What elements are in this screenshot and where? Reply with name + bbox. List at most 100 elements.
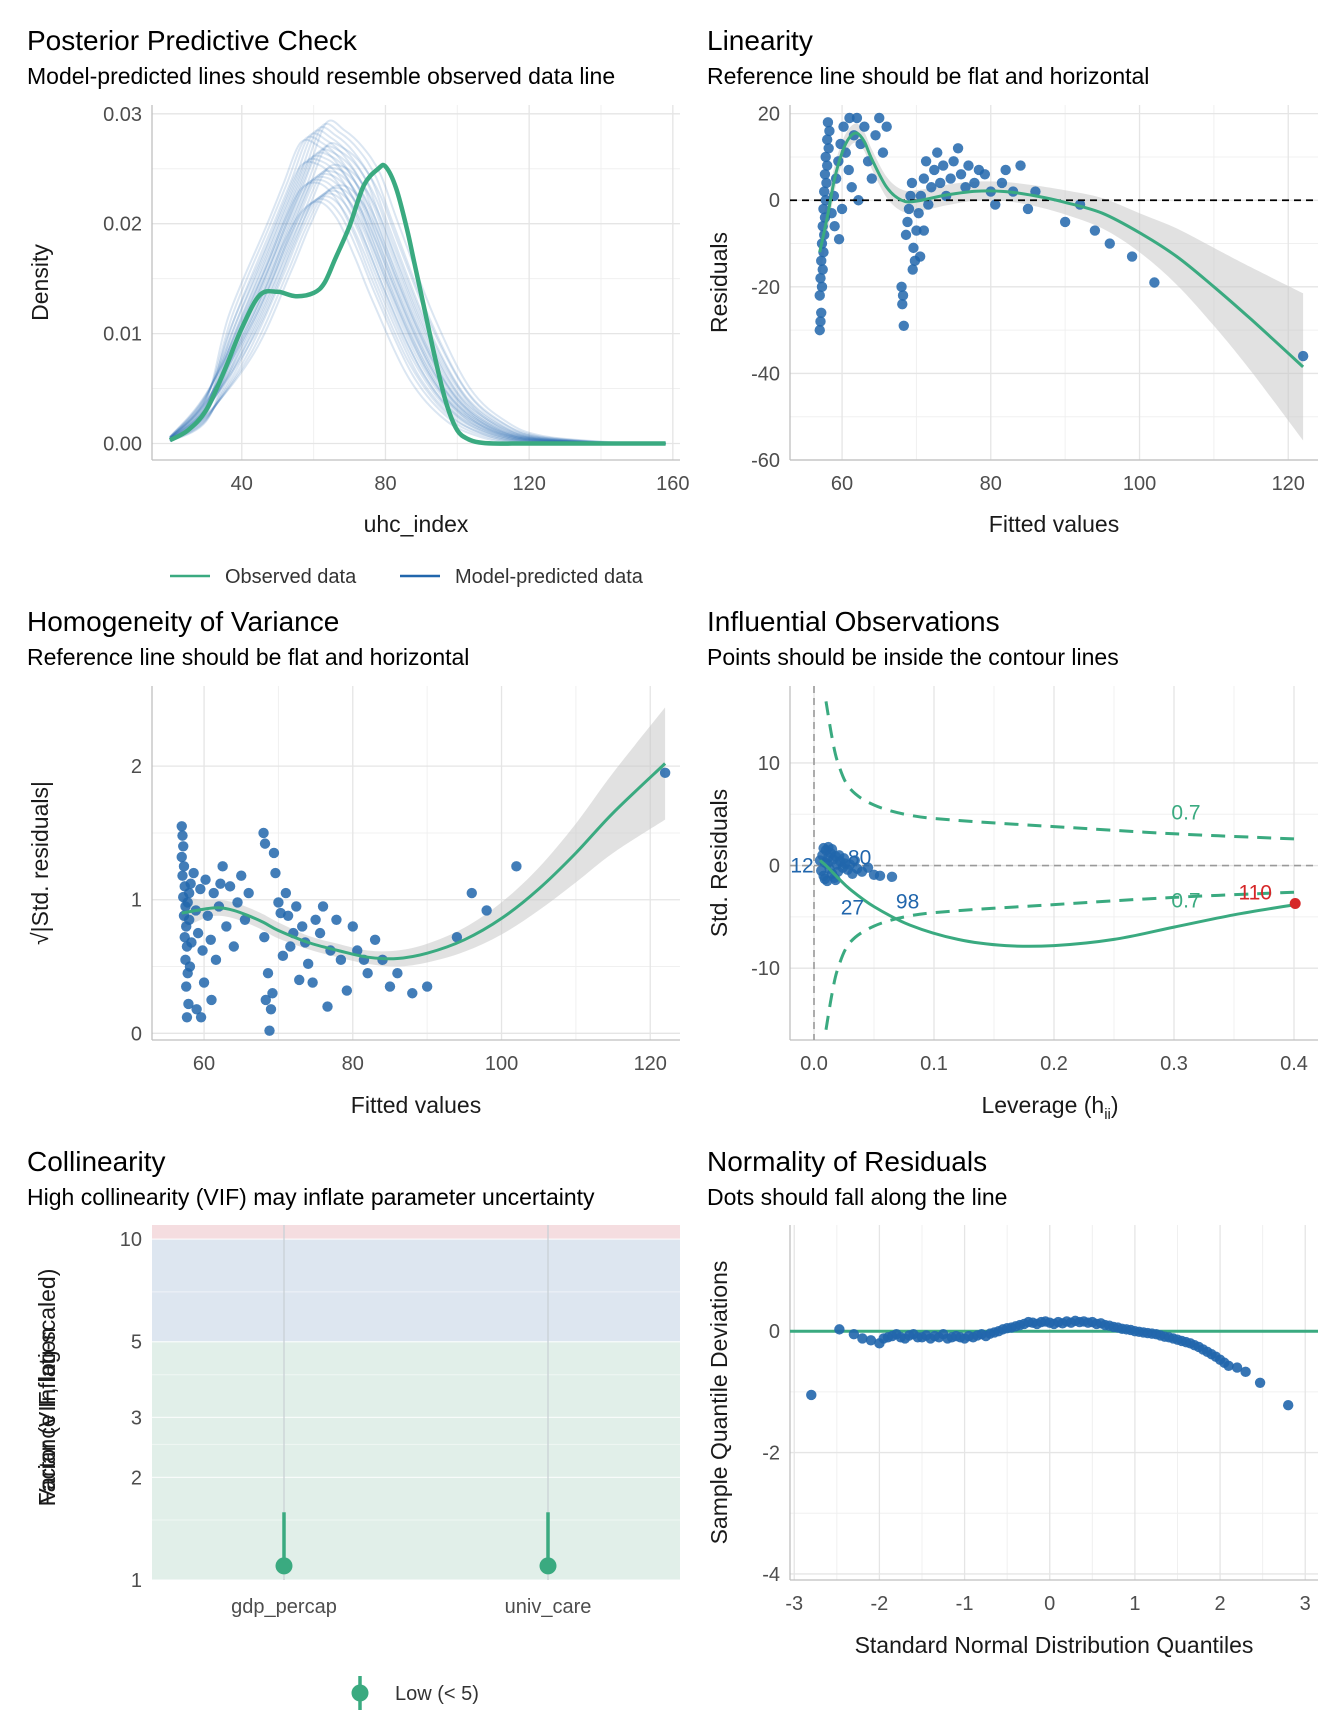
cooks-distance-contour [824, 701, 1295, 841]
data-point [185, 878, 196, 889]
data-point [920, 156, 932, 167]
data-point [821, 160, 833, 171]
data-point [834, 1324, 845, 1335]
data-point [1022, 203, 1034, 215]
col-chart: gdp_percap univ_care 1 2 3 5 10 Variance Inflat… [34, 1225, 680, 1710]
x-axis-title: uhc_index [364, 511, 469, 537]
data-point [866, 173, 878, 184]
data-point [905, 190, 916, 202]
y-tick-label: 0 [131, 1023, 142, 1045]
data-point [918, 225, 930, 236]
data-point [820, 195, 831, 206]
data-point [197, 945, 208, 956]
y-tick-label: -60 [751, 450, 780, 472]
y-tick-label: -20 [751, 277, 780, 299]
data-point [184, 961, 196, 972]
data-point [1059, 216, 1071, 228]
data-point [181, 981, 192, 992]
data-point [870, 130, 881, 141]
x-tick-label: -3 [785, 1593, 803, 1615]
data-point [314, 927, 326, 939]
data-point [262, 968, 274, 979]
predicted-draw-line [169, 151, 666, 445]
y-axis-title: Density [27, 244, 53, 321]
data-point [838, 853, 850, 864]
y-axis-title: Std. Residuals [706, 789, 732, 937]
y-tick-label: 10 [120, 1229, 142, 1251]
data-point [282, 910, 294, 921]
data-point [897, 298, 908, 310]
loess-fit-line [181, 762, 667, 961]
vif-zone-background [152, 1239, 680, 1342]
data-point [258, 827, 269, 839]
data-point [183, 914, 195, 925]
data-point [990, 199, 1001, 210]
influential-point [1289, 898, 1301, 910]
hov-chart: 60 80 100 120 0 1 2 Fitted values √|Std. residua… [27, 686, 680, 1118]
ppc-chart: 40 80 120 160 0.00 0.01 0.02 0.03 uhc_index Densi… [27, 104, 690, 588]
x-tick-label: 60 [193, 1053, 215, 1075]
data-point [877, 147, 889, 158]
data-point [228, 941, 240, 952]
data-point [210, 954, 222, 966]
data-point [243, 887, 254, 899]
predicted-draw-line [169, 172, 666, 445]
data-point [1223, 1360, 1234, 1371]
data-point [1015, 160, 1026, 171]
y-tick-label: 0.02 [103, 214, 142, 236]
data-point [859, 121, 870, 132]
data-point [819, 169, 831, 180]
data-point [191, 1004, 202, 1015]
predicted-draw-line [169, 189, 666, 445]
data-point [913, 208, 924, 219]
x-tick-label: 160 [656, 473, 689, 495]
cooks-distance-contour [824, 890, 1295, 1030]
contour-label: 0.7 [1171, 890, 1200, 913]
predicted-draw-line [169, 195, 666, 445]
data-point [195, 883, 206, 895]
data-point [823, 143, 834, 154]
data-point [906, 177, 918, 189]
data-point [1282, 1400, 1294, 1411]
predicted-draw-line [169, 154, 666, 445]
data-point [291, 901, 302, 912]
x-tick-label: 0.1 [920, 1053, 948, 1075]
x-tick-label: 100 [485, 1053, 518, 1075]
loess-fit-line [818, 859, 1296, 948]
data-point [307, 977, 318, 988]
data-point [259, 838, 271, 849]
data-point [821, 177, 832, 189]
data-point [851, 112, 863, 124]
x-axis-title-main: Leverage (h [981, 1092, 1104, 1118]
data-point [205, 934, 216, 946]
data-point [820, 151, 831, 163]
predicted-draw-line [169, 169, 666, 445]
x-tick-label: 80 [374, 473, 396, 495]
predicted-draw-line [169, 129, 666, 445]
hov-title: Homogeneity of Variance [27, 606, 340, 637]
data-point [285, 941, 296, 952]
data-point [177, 870, 188, 881]
data-point [200, 874, 211, 885]
data-point [392, 968, 403, 979]
y-tick-label: -4 [762, 1564, 780, 1586]
x-tick-label: 0.2 [1040, 1053, 1068, 1075]
data-point [948, 156, 959, 167]
predicted-draw-line [169, 160, 666, 445]
data-point [821, 134, 833, 145]
data-point [1254, 1377, 1266, 1388]
data-point [215, 878, 226, 889]
data-point [896, 281, 907, 293]
data-point [903, 203, 915, 215]
data-point [384, 981, 396, 992]
predicted-draw-line [169, 119, 666, 445]
predicted-draw-line [169, 132, 666, 445]
data-point [183, 887, 195, 899]
data-point [874, 112, 885, 124]
legend-key-point [351, 1684, 369, 1702]
point-label: 80 [848, 846, 871, 869]
data-point [838, 121, 849, 132]
data-point [176, 821, 187, 832]
data-point [937, 160, 949, 171]
